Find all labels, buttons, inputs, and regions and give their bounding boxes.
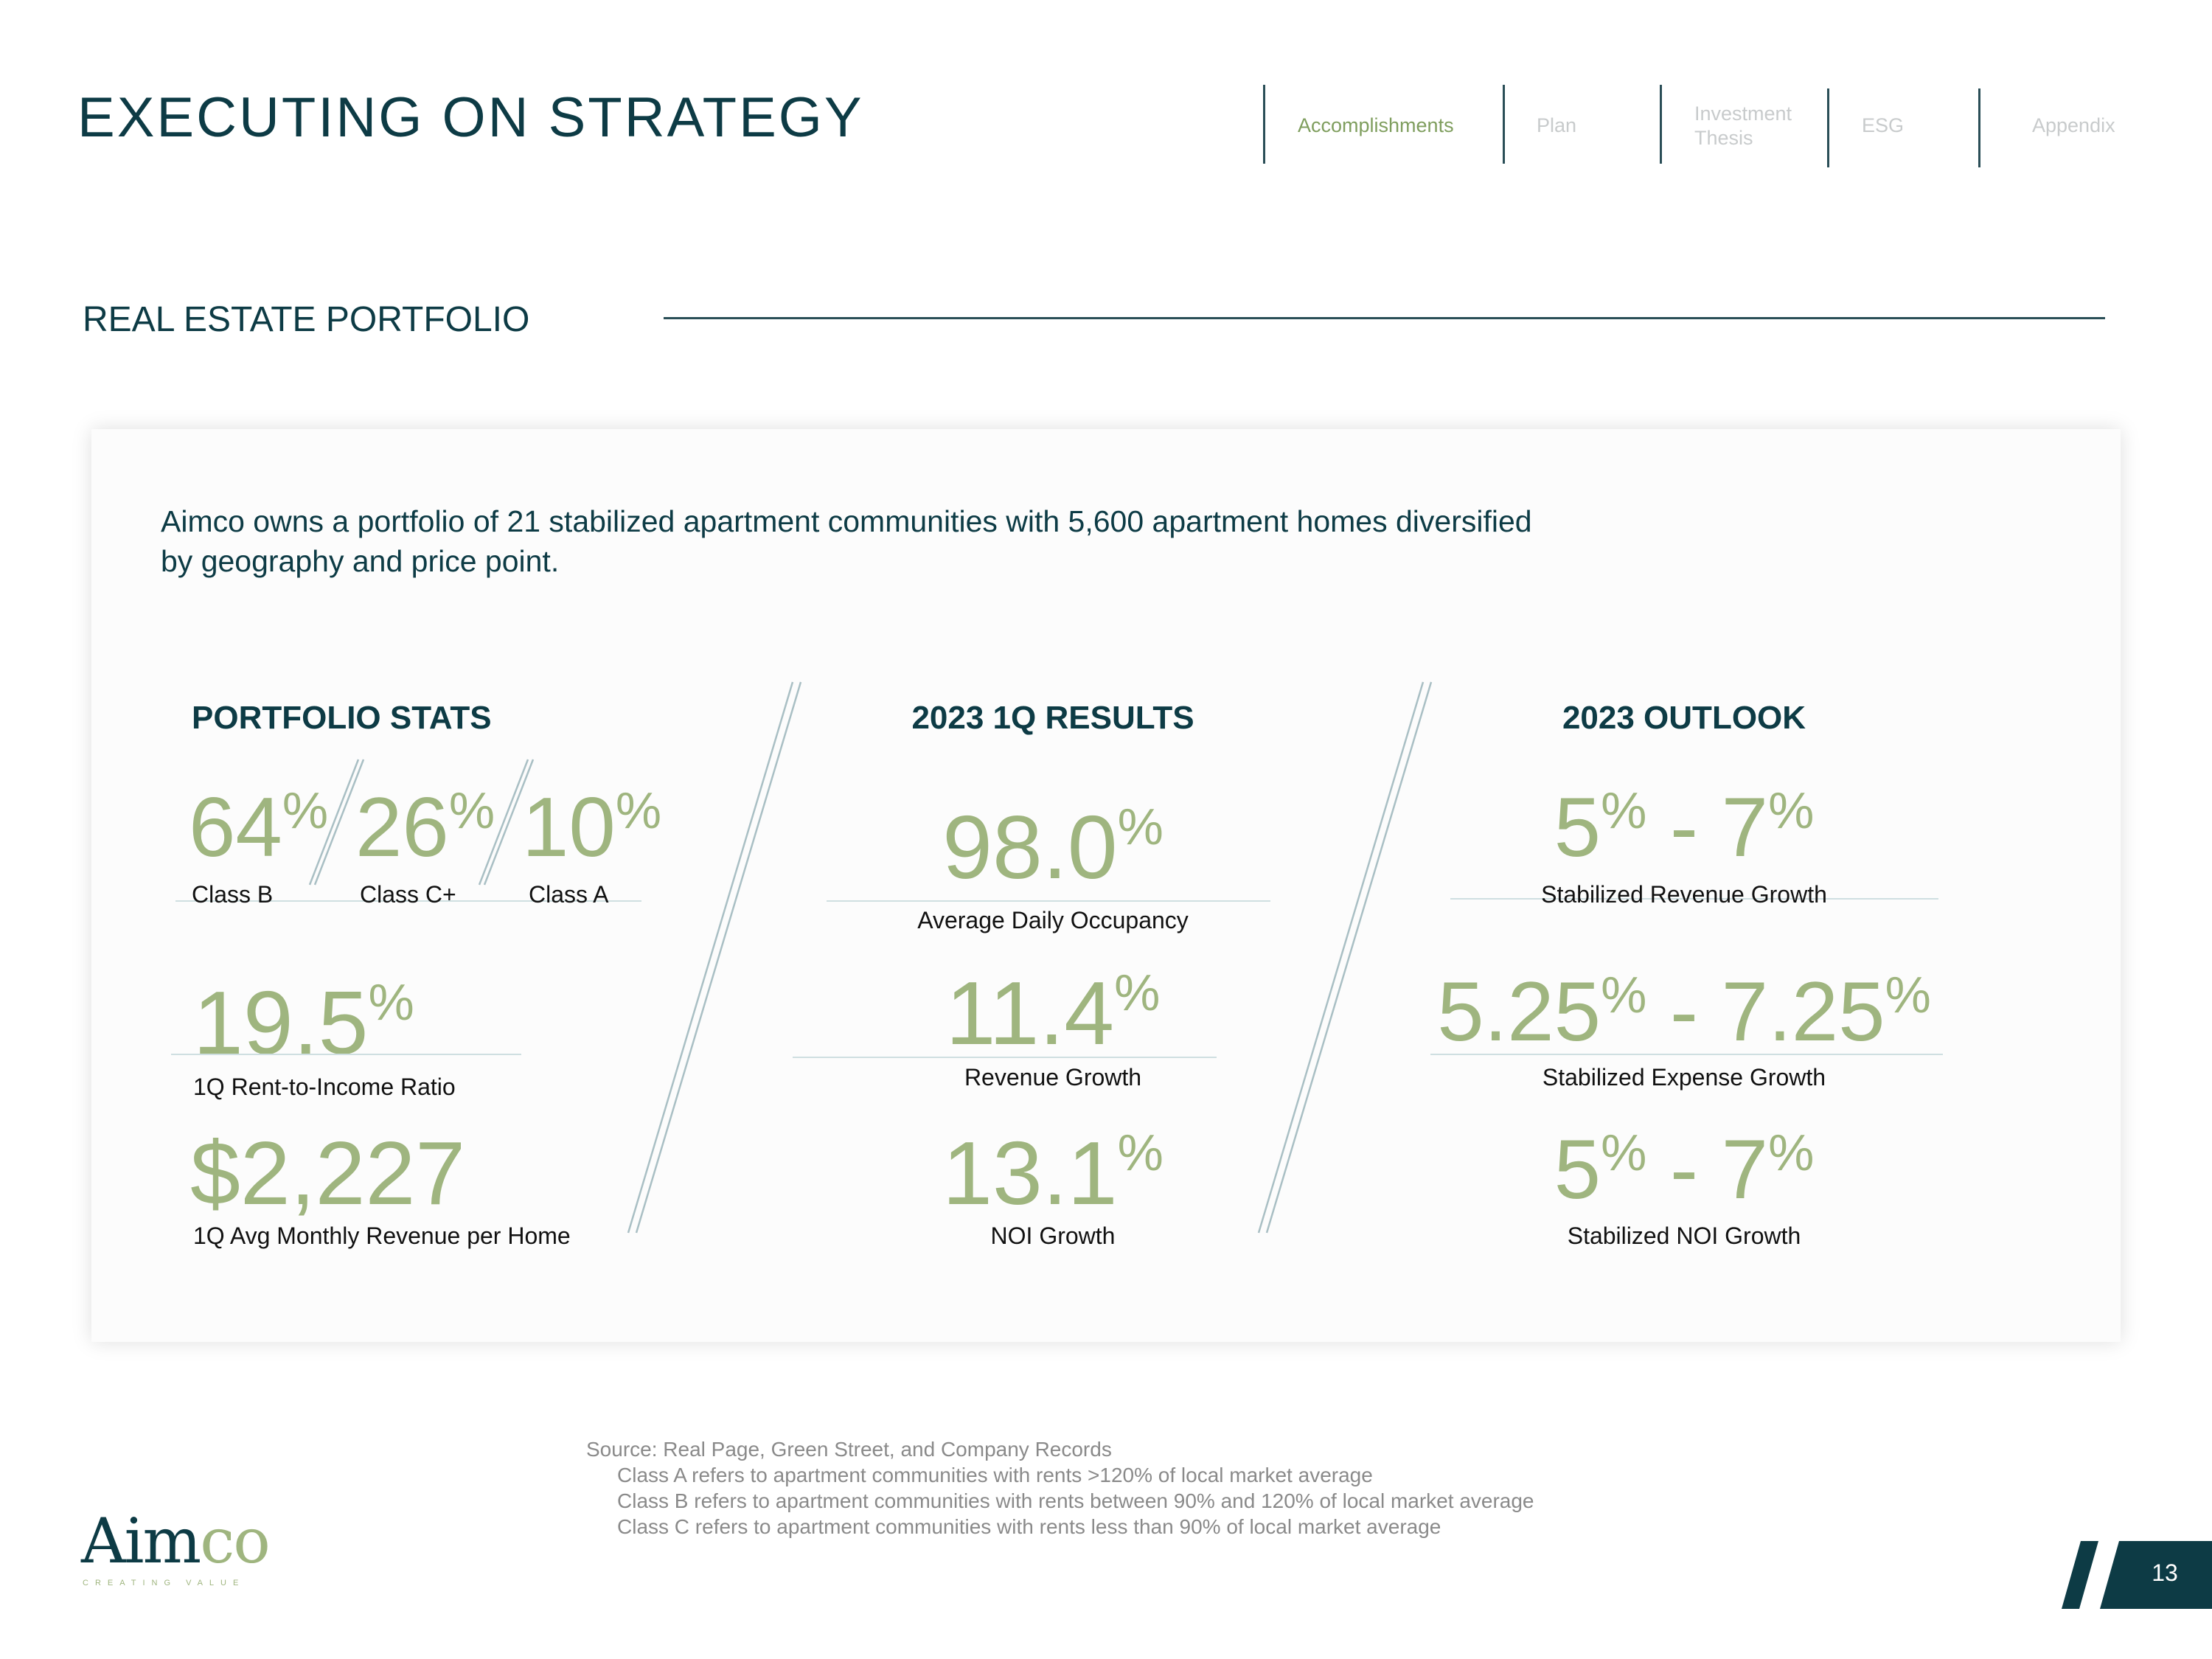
noi-growth-label: NOI Growth	[990, 1222, 1116, 1249]
source-line: Source: Real Page, Green Street, and Com…	[586, 1438, 1112, 1461]
tab-appendix[interactable]: Appendix	[2032, 114, 2115, 136]
section-rule	[664, 317, 2105, 319]
tab-esg[interactable]: ESG	[1862, 114, 1905, 136]
percent-sign: %	[1601, 966, 1647, 1023]
percent-sign: %	[615, 782, 662, 839]
rent-to-income-number: 19.5	[193, 973, 369, 1073]
revenue-growth-rule	[793, 1057, 1217, 1058]
page-number-badge	[2062, 1541, 2212, 1609]
page-number: 13	[2152, 1559, 2178, 1586]
nav-divider	[1503, 85, 1505, 164]
logo-text-co: co	[200, 1505, 271, 1577]
avg-revenue-label: 1Q Avg Monthly Revenue per Home	[193, 1222, 571, 1249]
noi-outlook-low: 5	[1554, 1123, 1601, 1217]
noi-growth-value: 13.1%	[942, 1127, 1164, 1218]
percent-sign: %	[1768, 782, 1815, 839]
class-a-label: Class A	[529, 881, 609, 908]
class-c-note: Class C refers to apartment communities …	[617, 1515, 1441, 1538]
noi-outlook-value: 5% - 7%	[1554, 1127, 1815, 1212]
percent-sign: %	[1117, 1124, 1164, 1181]
revenue-outlook-rule	[1450, 898, 1938, 900]
occupancy-value: 98.0%	[942, 801, 1164, 892]
expense-outlook-high: 7.25	[1721, 965, 1885, 1059]
percent-sign: %	[282, 782, 329, 839]
class-b-value: 64%	[189, 785, 328, 870]
tab-investment-thesis[interactable]: Investment Thesis	[1694, 102, 1792, 149]
nav-divider	[1263, 85, 1265, 164]
class-b-note: Class B refers to apartment communities …	[617, 1489, 1534, 1512]
avg-revenue-value: $2,227	[190, 1123, 466, 1223]
noi-growth-number: 13.1	[942, 1123, 1118, 1223]
class-c-plus-label: Class C+	[360, 881, 456, 908]
rent-to-income-rule	[171, 1054, 521, 1055]
revenue-outlook-label: Stabilized Revenue Growth	[1541, 881, 1827, 908]
tab-accomplishments[interactable]: Accomplishments	[1298, 114, 1454, 136]
nav-divider	[1978, 88, 1980, 167]
logo-text-aim: Aim	[81, 1505, 201, 1577]
aimco-logo: Aimco	[81, 1510, 271, 1572]
occupancy-number: 98.0	[942, 797, 1118, 897]
expense-outlook-rule	[1430, 1054, 1943, 1055]
range-separator: -	[1670, 965, 1698, 1059]
percent-sign: %	[1117, 798, 1164, 855]
percent-sign: %	[1601, 1124, 1647, 1181]
class-c-plus-value: 26%	[355, 785, 495, 870]
percent-sign: %	[1768, 1124, 1815, 1181]
class-a-value: 10%	[522, 785, 661, 870]
percent-sign: %	[1114, 964, 1161, 1021]
expense-outlook-value: 5.25% - 7.25%	[1437, 969, 1931, 1054]
logo-tagline: CREATING VALUE	[83, 1579, 246, 1587]
revenue-outlook-value: 5% - 7%	[1554, 785, 1815, 870]
outlook-heading: 2023 OUTLOOK	[1562, 700, 1806, 736]
rent-to-income-label: 1Q Rent-to-Income Ratio	[193, 1074, 456, 1100]
rent-to-income-value: 19.5%	[193, 976, 414, 1068]
class-rule	[175, 900, 641, 902]
class-c-plus-number: 26	[355, 781, 449, 874]
revenue-growth-label: Revenue Growth	[964, 1064, 1142, 1091]
tab-plan[interactable]: Plan	[1537, 114, 1577, 136]
class-a-note: Class A refers to apartment communities …	[617, 1464, 1373, 1486]
nav-divider	[1827, 88, 1829, 167]
class-b-label: Class B	[192, 881, 274, 908]
range-separator: -	[1670, 1123, 1698, 1217]
portfolio-panel	[91, 429, 2121, 1342]
percent-sign: %	[448, 782, 495, 839]
percent-sign: %	[1601, 782, 1647, 839]
revenue-outlook-high: 7	[1721, 781, 1769, 874]
noi-outlook-high: 7	[1721, 1123, 1769, 1217]
results-heading: 2023 1Q RESULTS	[911, 700, 1194, 736]
revenue-growth-value: 11.4%	[946, 967, 1161, 1058]
source-notes: Source: Real Page, Green Street, and Com…	[586, 1436, 1534, 1540]
noi-outlook-label: Stabilized NOI Growth	[1567, 1222, 1801, 1249]
portfolio-stats-heading: PORTFOLIO STATS	[192, 700, 492, 736]
nav-divider	[1660, 85, 1662, 164]
percent-sign: %	[1885, 966, 1931, 1023]
revenue-growth-number: 11.4	[945, 963, 1115, 1063]
occupancy-label: Average Daily Occupancy	[917, 907, 1189, 933]
section-title: REAL ESTATE PORTFOLIO	[83, 300, 530, 339]
intro-text: Aimco owns a portfolio of 21 stabilized …	[161, 504, 1532, 578]
expense-outlook-label: Stabilized Expense Growth	[1542, 1064, 1826, 1091]
revenue-outlook-low: 5	[1554, 781, 1601, 874]
class-a-number: 10	[522, 781, 616, 874]
class-b-number: 64	[189, 781, 282, 874]
expense-outlook-low: 5.25	[1437, 965, 1601, 1059]
page-title: EXECUTING ON STRATEGY	[77, 86, 864, 149]
occupancy-rule	[827, 900, 1270, 902]
range-separator: -	[1670, 781, 1698, 874]
percent-sign: %	[368, 973, 414, 1031]
